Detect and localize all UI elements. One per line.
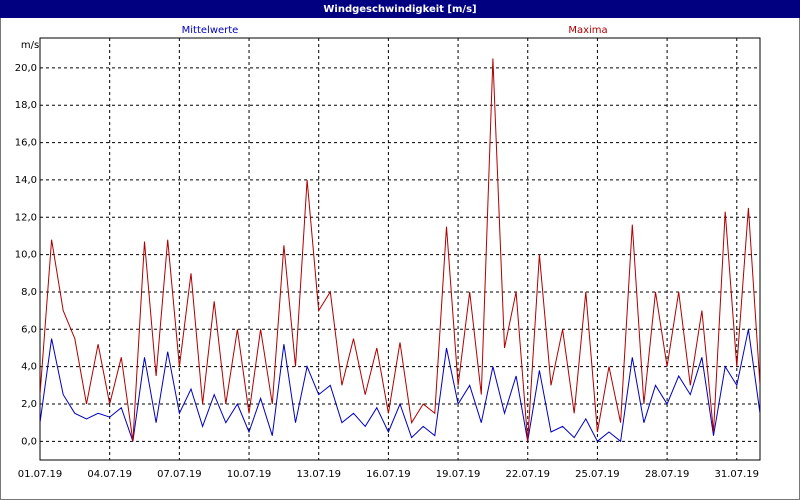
- x-tick-label: 04.07.19: [87, 469, 132, 480]
- series-line: [40, 329, 760, 443]
- chart-title: Windgeschwindigkeit [m/s]: [323, 4, 476, 15]
- y-tick-label: 12,0: [15, 212, 37, 223]
- y-tick-label: 18,0: [15, 100, 37, 111]
- y-tick-label: 16,0: [15, 138, 37, 149]
- y-tick-label: 14,0: [15, 175, 37, 186]
- x-tick-label: 28.07.19: [645, 469, 690, 480]
- y-tick-label: 4,0: [21, 362, 37, 373]
- x-tick-label: 01.07.19: [18, 469, 63, 480]
- plot-border: [39, 37, 761, 461]
- x-tick-label: 10.07.19: [227, 469, 272, 480]
- y-tick-label: 2,0: [21, 399, 37, 410]
- x-tick-label: 19.07.19: [436, 469, 481, 480]
- y-tick-label: 8,0: [21, 287, 37, 298]
- x-tick-label: 22.07.19: [505, 469, 550, 480]
- x-tick-label: 07.07.19: [157, 469, 202, 480]
- x-tick-label: 25.07.19: [575, 469, 620, 480]
- y-tick-label: 20,0: [15, 63, 37, 74]
- title-bar: [0, 0, 800, 18]
- y-tick-label: 10,0: [15, 250, 37, 261]
- legend-entry: Maxima: [568, 25, 607, 36]
- y-tick-label: 0,0: [21, 436, 37, 447]
- legend-entry: Mittelwerte: [182, 25, 239, 36]
- y-axis-label: m/s: [21, 40, 39, 51]
- x-tick-label: 16.07.19: [366, 469, 411, 480]
- x-tick-label: 31.07.19: [715, 469, 760, 480]
- y-tick-label: 6,0: [21, 324, 37, 335]
- series-line: [40, 58, 760, 442]
- x-tick-label: 13.07.19: [296, 469, 341, 480]
